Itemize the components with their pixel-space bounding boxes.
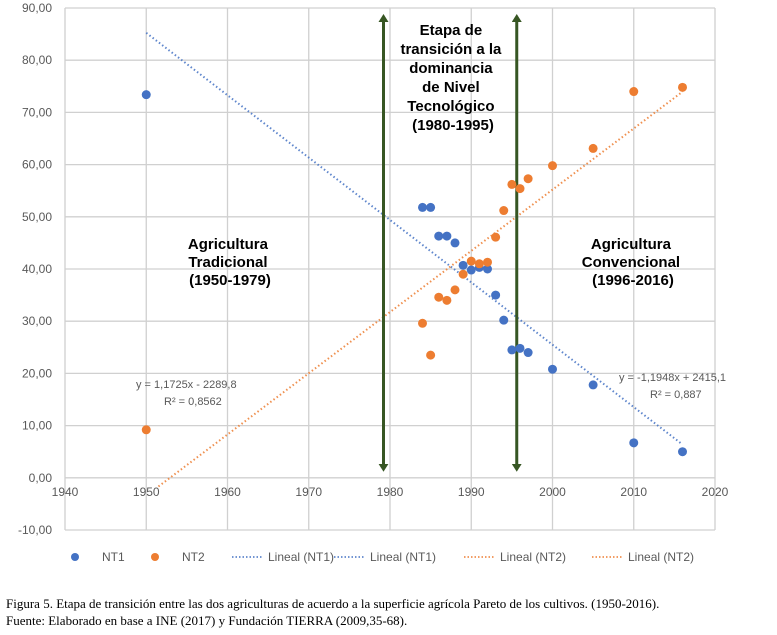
point-nt2	[141, 425, 151, 435]
trendline-lineal-nt2-	[157, 90, 684, 488]
point-nt1	[434, 231, 444, 241]
point-nt1	[418, 202, 427, 212]
legend-label: Lineal (NT2)	[628, 550, 694, 564]
y-tick-label: 80,00	[22, 53, 52, 67]
annotation-conventional-line: (1996-2016)	[592, 272, 674, 289]
y-tick-label: 10,00	[22, 419, 52, 433]
trendline-r2-nt2: R² = 0,8562	[164, 396, 222, 408]
data-points	[141, 82, 687, 457]
legend-marker-nt2	[151, 553, 159, 561]
trendline-lineal-nt1-	[145, 32, 684, 446]
point-nt2	[588, 143, 598, 153]
annotation-transition-line: de Nivel	[422, 79, 480, 96]
point-nt1	[678, 447, 687, 457]
point-nt2	[507, 179, 517, 189]
point-nt1	[515, 343, 525, 353]
point-nt1	[507, 345, 517, 355]
point-nt2	[523, 174, 533, 184]
point-nt2	[491, 232, 501, 242]
point-nt2	[515, 184, 525, 194]
x-tick-label: 2000	[539, 485, 566, 499]
annotation-traditional: Agricultura Tradicional (1950-1979)	[188, 236, 272, 289]
legend-label: NT1	[102, 550, 125, 564]
point-nt2	[442, 295, 452, 305]
y-tick-label: 20,00	[22, 366, 52, 380]
annotation-traditional-line: Agricultura	[188, 236, 269, 253]
annotation-transition: Etapa de transición a la dominancia de N…	[400, 22, 505, 134]
y-tick-label: 90,00	[22, 1, 52, 15]
y-tick-label: -10,00	[18, 523, 52, 537]
point-nt2	[499, 206, 509, 216]
point-nt2	[426, 350, 436, 360]
point-nt2	[450, 285, 460, 295]
x-tick-label: 1950	[133, 485, 160, 499]
point-nt2	[434, 292, 444, 302]
y-axis: -10,00 0,00 10,00 20,00 30,00 40,00 50,00 60,00…	[18, 1, 52, 537]
annotation-traditional-line: Tradicional	[188, 254, 267, 271]
legend-label: NT2	[182, 550, 205, 564]
scatter-chart: -10,00 0,00 10,00 20,00 30,00 40,00 50,00 60,00…	[18, 1, 729, 564]
point-nt2	[629, 87, 639, 97]
point-nt1	[458, 260, 468, 270]
point-nt1	[141, 90, 151, 100]
annotation-conventional: Agricultura Convencional (1996-2016)	[582, 236, 685, 289]
point-nt2	[678, 82, 687, 92]
figure-source: Fuente: Elaborado en base a INE (2017) y…	[6, 613, 408, 628]
legend-marker-nt1	[71, 553, 79, 561]
point-nt2	[474, 259, 484, 269]
annotation-transition-line: Tecnológico	[407, 98, 494, 115]
point-nt1	[588, 380, 598, 390]
vertical-arrows	[378, 14, 522, 472]
annotation-transition-line: dominancia	[409, 60, 493, 77]
point-nt1	[426, 202, 436, 212]
x-tick-label: 2020	[702, 485, 729, 499]
annotation-conventional-line: Agricultura	[591, 236, 672, 253]
annotation-transition-line: (1980-1995)	[412, 117, 494, 134]
y-tick-label: 30,00	[22, 314, 52, 328]
point-nt1	[483, 264, 492, 274]
x-tick-label: 1980	[377, 485, 404, 499]
annotation-transition-line: transición a la	[400, 41, 502, 58]
y-tick-label: 0,00	[29, 471, 53, 485]
point-nt1	[629, 438, 639, 448]
x-tick-label: 1960	[214, 485, 241, 499]
y-tick-label: 60,00	[22, 158, 52, 172]
x-axis: 1940 1950 1960 1970 1980 1990 2000 2010 2020	[52, 485, 729, 499]
point-nt2	[418, 318, 427, 328]
y-tick-label: 40,00	[22, 262, 52, 276]
x-tick-label: 1940	[52, 485, 79, 499]
point-nt2	[466, 256, 476, 266]
legend-label: Lineal (NT2)	[500, 550, 566, 564]
point-nt2	[458, 269, 468, 279]
legend-label: Lineal (NT1)	[268, 550, 334, 564]
figure-caption: Figura 5. Etapa de transición entre las …	[6, 596, 660, 611]
point-nt1	[466, 265, 476, 275]
point-nt1	[442, 231, 452, 241]
legend-label: Lineal (NT1)	[370, 550, 436, 564]
annotation-traditional-line: (1950-1979)	[189, 272, 271, 289]
trendlines	[145, 32, 684, 488]
point-nt1	[450, 238, 460, 248]
annotation-transition-line: Etapa de	[420, 22, 483, 39]
x-tick-label: 1990	[458, 485, 485, 499]
x-tick-label: 1970	[295, 485, 322, 499]
point-nt1	[499, 315, 509, 325]
grid	[64, 7, 716, 531]
x-tick-label: 2010	[620, 485, 647, 499]
trendline-equation-nt2: y = 1,1725x - 2289,8	[136, 379, 237, 391]
y-tick-label: 70,00	[22, 105, 52, 119]
y-tick-label: 50,00	[22, 210, 52, 224]
point-nt1	[548, 364, 557, 374]
point-nt2	[483, 257, 492, 267]
trendline-equation-nt1: y = -1,1948x + 2415,1	[619, 372, 726, 384]
point-nt1	[523, 348, 533, 358]
legend: NT1 NT2 Lineal (NT1) Lineal (NT1) Lineal (NT…	[71, 550, 694, 564]
point-nt1	[491, 290, 501, 300]
trendline-r2-nt1: R² = 0,887	[650, 389, 702, 401]
annotation-conventional-line: Convencional	[582, 254, 680, 271]
point-nt2	[548, 161, 557, 171]
